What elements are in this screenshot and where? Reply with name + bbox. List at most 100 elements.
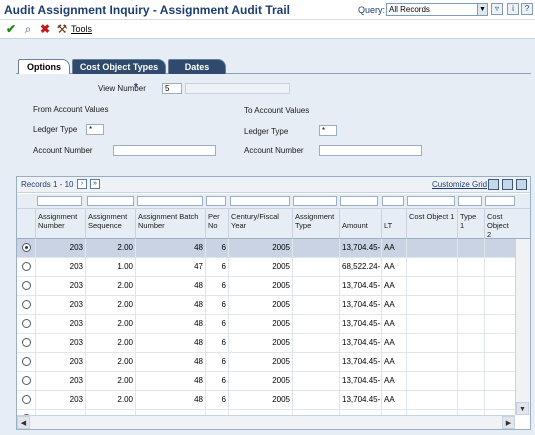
table-cell: 13,704.45- (339, 296, 381, 314)
table-cell (292, 372, 339, 390)
find-icon[interactable]: ⌕ (24, 22, 32, 36)
qbe-assignment-sequence[interactable] (87, 196, 134, 206)
vertical-scrollbar[interactable]: ▼ (515, 239, 530, 415)
help-icon[interactable]: ? (521, 3, 533, 15)
col-amount[interactable]: Amount (339, 209, 381, 239)
window-title: Audit Assignment Inquiry - Assignment Au… (4, 3, 291, 17)
tools-icon[interactable]: ⚒ (56, 22, 68, 36)
table-cell: 2.00 (85, 239, 135, 257)
tab-dates[interactable]: Dates (168, 59, 226, 74)
row-select-radio[interactable] (22, 243, 31, 252)
scroll-left-icon[interactable]: ◀ (17, 416, 30, 429)
row-select-radio[interactable] (22, 319, 31, 328)
table-cell: 13,704.45- (339, 239, 381, 257)
table-cell (292, 239, 339, 257)
to-account-number-field[interactable] (319, 145, 422, 156)
close-icon[interactable]: ✖ (39, 22, 51, 36)
next-page-icon[interactable]: › (77, 179, 87, 189)
export-icon[interactable] (502, 179, 513, 190)
import-icon[interactable] (516, 179, 527, 190)
row-select-radio[interactable] (22, 357, 31, 366)
table-cell: 2005 (228, 315, 292, 333)
info-icon[interactable]: i (507, 3, 519, 15)
qbe-type-1[interactable] (458, 196, 482, 206)
table-cell: 2005 (228, 334, 292, 352)
horizontal-scrollbar[interactable]: ◀ ▶ (17, 415, 515, 429)
view-number-field[interactable]: 5 (162, 83, 182, 94)
table-cell: 2005 (228, 353, 292, 371)
table-cell: AA (381, 239, 406, 257)
qbe-amount[interactable] (340, 196, 378, 206)
tools-menu[interactable]: Tools (71, 24, 93, 34)
col-batch-number[interactable]: Assignment Batch Number (135, 209, 205, 239)
table-cell (406, 334, 457, 352)
table-cell: 13,704.45- (339, 315, 381, 333)
table-cell: 48 (135, 391, 205, 409)
col-cost-object-2[interactable]: Cost Object 2 (484, 209, 515, 239)
save-icon[interactable] (488, 179, 499, 190)
filter-icon[interactable]: ▿ (491, 3, 503, 15)
col-per-no[interactable]: Per No (205, 209, 228, 239)
col-assignment-sequence[interactable]: Assignment Sequence (85, 209, 135, 239)
row-select-radio[interactable] (22, 395, 31, 404)
table-cell (457, 410, 484, 415)
table-cell: 2.00 (85, 353, 135, 371)
table-cell: 48 (135, 372, 205, 390)
checkmark-icon[interactable]: ✔ (5, 22, 17, 36)
col-lt[interactable]: LT (381, 209, 406, 239)
row-select-radio[interactable] (22, 300, 31, 309)
table-cell (292, 277, 339, 295)
to-ledger-type-field[interactable]: * (319, 125, 337, 136)
from-ledger-type-label: Ledger Type (33, 125, 78, 134)
row-select-radio[interactable] (22, 376, 31, 385)
from-account-number-field[interactable] (113, 145, 216, 156)
qbe-per-no[interactable] (206, 196, 226, 206)
qbe-assignment-number[interactable] (37, 196, 82, 206)
query-select[interactable]: All Records ▼ (386, 3, 488, 16)
qbe-assignment-type[interactable] (293, 196, 337, 206)
qbe-cost-object-1[interactable] (407, 196, 455, 206)
col-cost-object-1[interactable]: Cost Object 1 (406, 209, 457, 239)
last-page-icon[interactable]: » (90, 179, 100, 189)
table-cell: AA (381, 410, 406, 415)
view-number-description (185, 83, 290, 94)
from-ledger-type-field[interactable]: * (86, 124, 104, 135)
customize-grid-link[interactable]: Customize Grid (432, 180, 488, 189)
col-fiscal-year[interactable]: Century/Fiscal Year (228, 209, 292, 239)
chevron-down-icon[interactable]: ▼ (477, 4, 487, 15)
row-select-radio[interactable] (22, 338, 31, 347)
table-cell (292, 334, 339, 352)
table-cell: 6 (205, 239, 228, 257)
row-select-radio[interactable] (22, 281, 31, 290)
table-cell (457, 277, 484, 295)
scroll-down-icon[interactable]: ▼ (516, 402, 529, 415)
col-assignment-type[interactable]: Assignment Type (292, 209, 339, 239)
table-cell: 2.00 (85, 372, 135, 390)
tab-cost-object-types[interactable]: Cost Object Types (72, 59, 166, 74)
table-cell (457, 239, 484, 257)
scroll-right-icon[interactable]: ▶ (502, 416, 515, 429)
qbe-batch-number[interactable] (137, 196, 203, 206)
table-cell: 48 (135, 334, 205, 352)
table-cell: 48 (135, 410, 205, 415)
qbe-fiscal-year[interactable] (230, 196, 290, 206)
qbe-lt[interactable] (382, 196, 404, 206)
table-cell: 203 (35, 296, 85, 314)
row-select-radio[interactable] (22, 262, 31, 271)
table-cell (484, 258, 515, 276)
col-assignment-number[interactable]: Assignment Number (35, 209, 85, 239)
col-type-1[interactable]: Type 1 (457, 209, 484, 239)
qbe-cost-object-2[interactable] (485, 196, 515, 206)
table-row[interactable]: 203 1.00 47 6 2005 68,522.24- AA (17, 258, 515, 277)
tab-options[interactable]: Options (18, 59, 70, 74)
table-cell: 2005 (228, 391, 292, 409)
